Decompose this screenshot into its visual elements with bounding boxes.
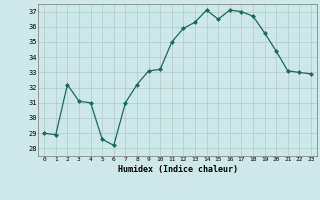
X-axis label: Humidex (Indice chaleur): Humidex (Indice chaleur) xyxy=(118,165,238,174)
